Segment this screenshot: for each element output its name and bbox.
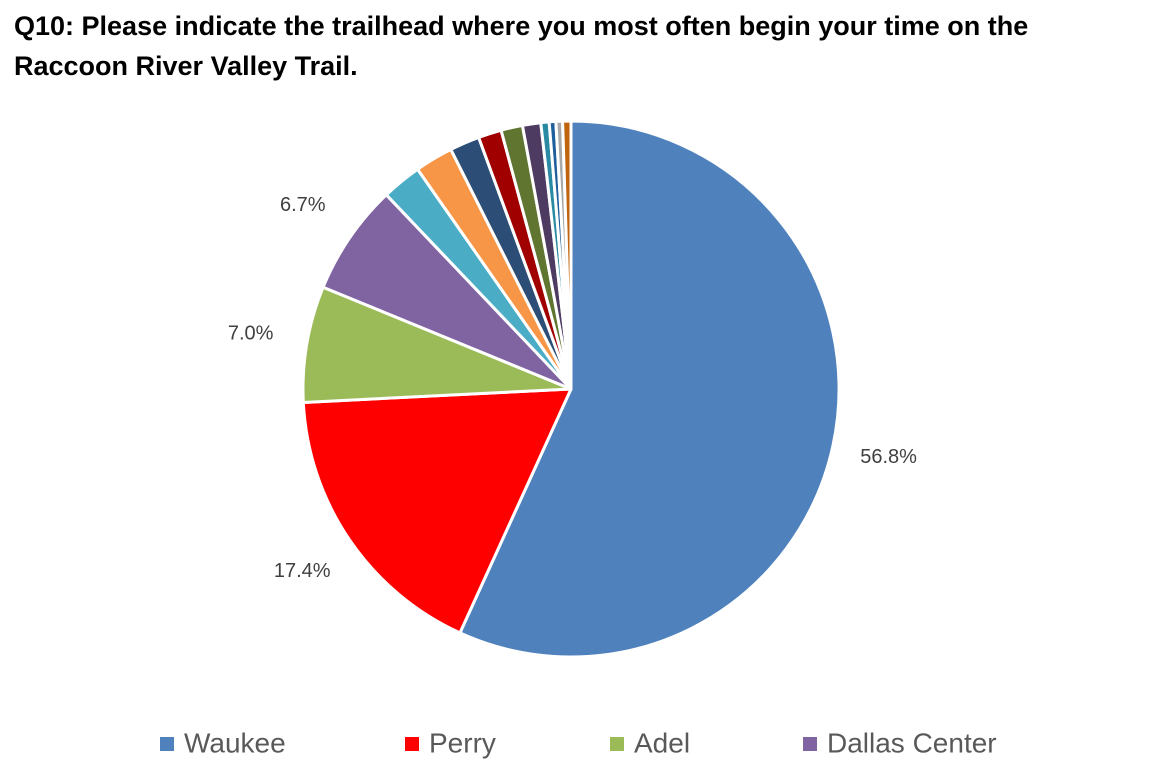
legend-swatch <box>803 737 817 751</box>
legend-swatch <box>610 737 624 751</box>
legend-swatch <box>405 737 419 751</box>
legend-label: Adel <box>634 727 690 758</box>
legend-swatch <box>160 737 174 751</box>
data-label: 7.0% <box>228 322 274 344</box>
chart-title: Q10: Please indicate the trailhead where… <box>14 11 1029 81</box>
data-label: 56.8% <box>860 446 917 468</box>
data-label: 6.7% <box>280 194 326 216</box>
pie-slice <box>321 193 573 391</box>
pie-slice <box>301 285 573 404</box>
pie-slice <box>561 119 573 391</box>
data-label: 17.4% <box>274 560 331 582</box>
pie-slice <box>458 119 841 659</box>
legend-label: Waukee <box>184 727 286 758</box>
pie-slice <box>301 387 573 635</box>
legend-label: Perry <box>429 727 496 758</box>
legend-label: Dallas Center <box>827 727 997 758</box>
